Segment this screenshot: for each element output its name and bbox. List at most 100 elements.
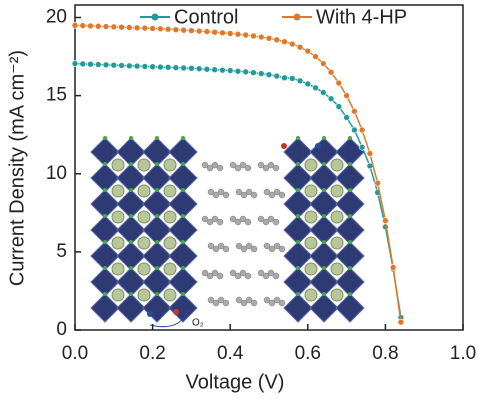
x-tick-label: 0.4 [217, 343, 244, 364]
molecule-atom [272, 218, 280, 226]
data-point [397, 318, 405, 326]
cation [111, 236, 125, 250]
cation [137, 158, 151, 172]
molecule-atom [222, 191, 230, 199]
data-point [172, 26, 180, 33]
atom [296, 188, 300, 192]
cation [330, 210, 344, 224]
data-point [118, 62, 125, 69]
data-point [87, 22, 94, 30]
data-point [312, 84, 319, 92]
atom [296, 292, 300, 296]
molecule-atom [244, 272, 252, 280]
atom [103, 162, 107, 166]
data-point [79, 60, 87, 68]
data-point [288, 75, 296, 82]
molecule-atom [239, 215, 247, 223]
data-point [71, 60, 79, 67]
legend-label: With 4-HP [316, 6, 407, 28]
cation [163, 184, 177, 198]
data-point [257, 33, 265, 41]
molecule-atom [201, 269, 209, 277]
arc [149, 309, 189, 328]
data-point [265, 71, 273, 78]
molecule-atom [212, 299, 220, 307]
molecule-atom [267, 215, 275, 223]
cation [163, 236, 177, 250]
cation [111, 210, 125, 224]
data-point [358, 143, 366, 151]
molecule-atom [229, 215, 237, 223]
atom [181, 266, 185, 270]
y-tick-label: 5 [56, 241, 67, 262]
data-point [219, 29, 226, 37]
cation [304, 262, 318, 276]
cation [330, 236, 344, 250]
data-point [234, 30, 242, 38]
cation [137, 210, 151, 224]
octahedron [283, 293, 313, 323]
data-point [87, 60, 94, 68]
plot-frame [74, 4, 464, 331]
data-point [164, 64, 172, 71]
atom [155, 240, 159, 244]
atom [181, 292, 185, 296]
atom [129, 162, 133, 166]
molecule-atom [278, 191, 286, 199]
molecule-atom [245, 242, 253, 250]
cation [304, 158, 318, 172]
molecule-atom [207, 188, 215, 196]
y-tick-label: 20 [46, 7, 67, 28]
atom [348, 162, 352, 166]
molecule-atom [273, 242, 281, 250]
data-point [343, 114, 350, 121]
molecule-atom [201, 161, 209, 169]
atom [348, 292, 352, 296]
atom [348, 240, 352, 244]
cation [330, 262, 344, 276]
molecule-atom [250, 245, 258, 253]
atom [322, 266, 326, 270]
molecule-atom [268, 245, 276, 253]
data-point [374, 179, 381, 187]
molecule-atom [206, 272, 214, 280]
legend-marker [293, 13, 301, 21]
data-point [211, 28, 218, 36]
molecule-atom [234, 218, 242, 226]
data-point [157, 63, 164, 71]
data-point [172, 64, 180, 71]
molecule-atom [229, 161, 237, 169]
data-point [281, 38, 288, 46]
molecule-atom [250, 299, 258, 307]
atom [155, 136, 159, 140]
molecule-atom [211, 269, 219, 277]
molecule-atom [268, 299, 276, 307]
molecule-atom [250, 191, 258, 199]
cation [163, 158, 177, 172]
cation [330, 184, 344, 198]
data-point [118, 23, 125, 31]
y-tick-label: 0 [56, 319, 67, 340]
data-point [203, 28, 211, 35]
data-point [335, 79, 343, 87]
data-point [226, 30, 234, 37]
molecule-atom [278, 299, 286, 307]
data-point [195, 27, 203, 35]
molecule-atom [234, 164, 242, 172]
data-point [351, 107, 358, 115]
data-point [133, 24, 141, 32]
data-point [180, 26, 187, 34]
atom [155, 188, 159, 192]
data-point [133, 62, 141, 70]
molecule-atom [273, 296, 281, 304]
cation [330, 288, 344, 302]
molecule-atom [263, 296, 271, 304]
molecule-atom [267, 161, 275, 169]
molecule-atom [267, 269, 275, 277]
atom [129, 240, 133, 244]
molecule-atom [217, 242, 225, 250]
molecule-atom [216, 218, 224, 226]
atom [322, 136, 326, 140]
molecule-atom [207, 242, 215, 250]
data-point [102, 61, 110, 69]
